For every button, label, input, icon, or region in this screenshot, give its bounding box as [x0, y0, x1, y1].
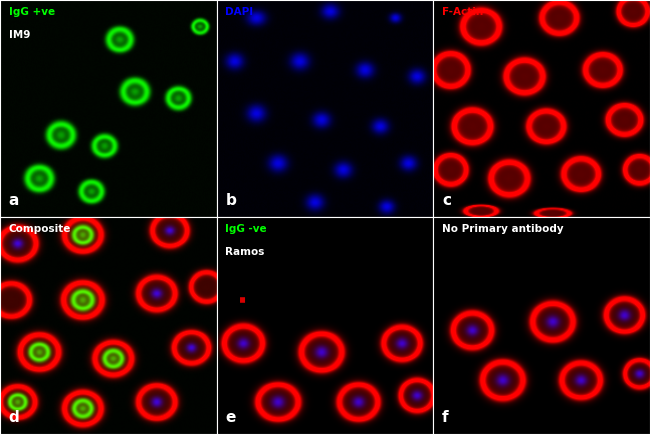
Text: c: c — [442, 193, 451, 208]
Text: IgG +ve: IgG +ve — [8, 7, 55, 16]
Text: Composite: Composite — [8, 224, 71, 233]
Text: No Primary antibody: No Primary antibody — [442, 224, 564, 233]
Text: f: f — [442, 410, 448, 425]
Text: b: b — [226, 193, 236, 208]
Text: IM9: IM9 — [8, 30, 30, 40]
Text: d: d — [8, 410, 20, 425]
Text: Ramos: Ramos — [226, 247, 265, 257]
Text: F-Actin: F-Actin — [442, 7, 483, 16]
Text: e: e — [226, 410, 236, 425]
Text: DAPI: DAPI — [226, 7, 254, 16]
Text: a: a — [8, 193, 19, 208]
Text: IgG -ve: IgG -ve — [226, 224, 267, 233]
